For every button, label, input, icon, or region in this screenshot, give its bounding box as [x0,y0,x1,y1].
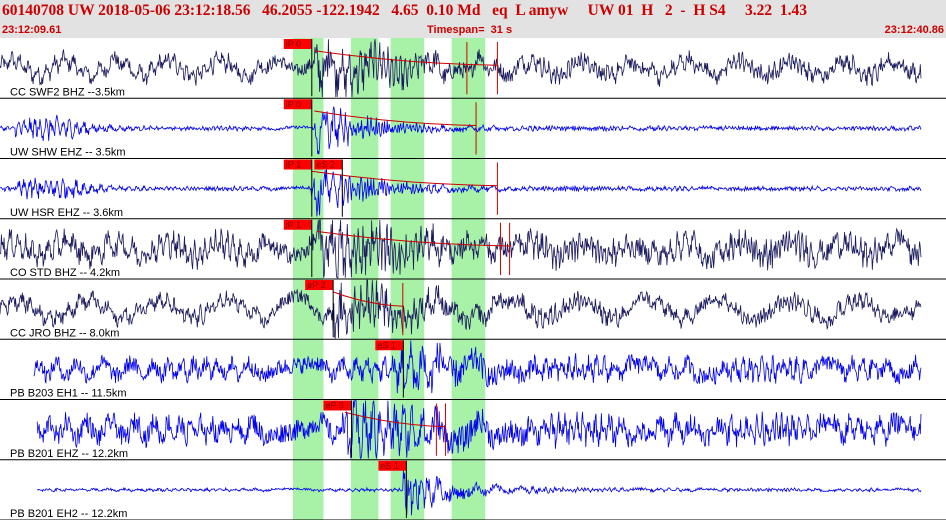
waveform [36,470,922,516]
trace-row: eP 2 CC JRO BHZ -- 8.0km [0,279,946,340]
waveform [0,219,922,279]
waveform [0,39,922,98]
station-label: CC SWF2 BHZ --3.5km [10,86,125,98]
waveform [33,340,922,394]
phase-pick-label: eS 1 [380,461,399,471]
phase-pick-label: eS 2 [316,160,335,170]
station-label: UW SHW EHZ -- 3.5km [10,147,126,159]
phase-pick-box [283,99,312,110]
phase-pick-label: iP 0 [286,99,301,109]
trace-row: eS 1 PB B203 EH1 -- 11.5km [0,340,946,400]
coda-fit-line [317,231,510,247]
station-label: PB B201 EHZ -- 12.2km [10,448,128,460]
waveform [0,279,922,340]
phase-pick-box [314,159,343,170]
station-label: UW HSR EHZ -- 3.6km [10,207,123,219]
trace-row: iP 1 CO STD BHZ -- 4.2km [0,219,946,280]
seismogram-panel: iP 0 CC SWF2 BHZ --3.5km iP 0 UW SHW EHZ --… [0,38,946,520]
trace-row: iP 1 eS 2 UW HSR EHZ -- 3.6km [0,159,946,220]
station-label: PB B201 EH2 -- 12.2km [10,508,127,520]
phase-pick-label: eP 2 [307,280,325,290]
trace-row: iP 0 UW SHW EHZ -- 3.5km [0,99,946,159]
phase-pick-box [375,340,404,351]
phase-pick-label: eP 3 [325,401,343,411]
station-label: CC JRO BHZ -- 8.0km [10,327,119,339]
coda-fit-line [332,291,403,307]
event-header: 60140708 UW 2018-05-06 23:12:18.56 46.20… [0,0,946,38]
trace-row: eP 3 PB B201 EHZ -- 12.2km [0,400,946,461]
waveform [0,166,922,217]
waveform [0,106,922,155]
coda-fit-line [344,411,446,428]
coda-fit-line [314,50,498,66]
phase-pick-box [323,400,352,411]
phase-pick-box [305,280,334,290]
phase-pick-box [283,219,312,230]
phase-pick-box [283,39,312,49]
phase-pick-box [283,159,312,170]
start-time: 23:12:09.61 [2,24,62,36]
phase-pick-label: iP 1 [286,160,301,170]
end-time: 23:12:40.86 [884,24,944,36]
station-label: PB B203 EH1 -- 11.5km [10,388,127,400]
phase-pick-label: iP 0 [286,39,301,49]
phase-pick-label: eS 1 [377,340,396,350]
phase-pick-box [378,460,407,471]
waveform [36,400,922,460]
trace-row: iP 0 CC SWF2 BHZ --3.5km [0,39,946,99]
phase-pick-label: iP 1 [286,220,301,230]
trace-row: eS 1 PB B201 EH2 -- 12.2km [0,460,946,520]
event-summary: 60140708 UW 2018-05-06 23:12:18.56 46.20… [2,2,807,19]
timespan: Timespan= 31 s [427,24,513,36]
coda-fit-line [311,170,498,187]
coda-fit-line [314,110,477,126]
station-label: CO STD BHZ -- 4.2km [10,267,120,279]
